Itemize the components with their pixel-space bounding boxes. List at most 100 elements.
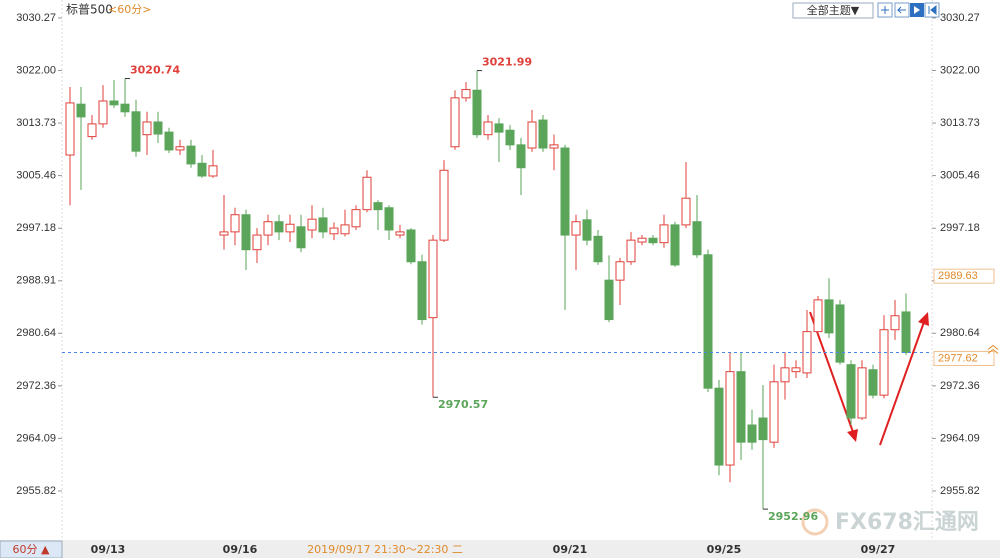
candle-body [329,227,339,235]
watermark: FX678汇通网 [801,508,979,536]
last-price-label: 2977.62 [938,352,978,364]
candle-body [846,364,856,419]
candle-body [901,311,911,353]
candle-body [307,218,317,231]
icon [914,6,920,14]
candle-body [472,89,482,136]
candle-body [637,237,647,243]
candle-body [263,221,273,236]
candle-body [296,226,306,249]
arrow-up [879,321,925,446]
candle-body [813,299,823,333]
y-tick-label: 2972.36 [16,380,56,392]
candle-body [857,367,867,419]
candle-body [670,224,680,266]
candle-body [340,224,350,235]
x-tick-label: 09/21 [553,543,588,556]
candle-body [318,217,328,233]
candle-body [230,214,240,233]
period-button-label[interactable]: 60分 ▲ [13,543,50,556]
last-price-box [933,350,995,366]
y2-tick-label: 3022.00 [940,64,980,76]
candle-body [417,261,427,321]
candle-body [219,231,229,236]
icon [896,6,906,14]
y-tick-label: 2955.82 [16,485,56,497]
candle-body [769,381,779,443]
candle-body [208,165,218,177]
candle-body [516,144,526,169]
candle-body [439,169,449,241]
x-axis-bar [0,540,1000,558]
candle-body [461,89,471,99]
y-tick-label: 3030.27 [16,12,56,24]
candle-body [604,279,614,321]
crosshair-price-label: 2989.63 [938,270,978,282]
candle-body [725,371,735,466]
candle-body [538,119,548,149]
candle-body [593,235,603,263]
extreme-label: 3020.74 [130,64,180,77]
icon [881,6,889,14]
candle-body [428,239,438,319]
y2-tick-label: 2997.18 [940,222,980,234]
candle-body [362,176,372,211]
candle-body [703,254,713,389]
y-tick-label: 2988.91 [16,275,56,287]
candle-body [131,111,141,152]
candle-body [164,131,174,151]
y2-tick-label: 3013.73 [940,117,980,129]
crosshair-label: 2019/09/17 21:30～22:30 二 [307,543,463,556]
candle-body [692,221,702,256]
candle-body [274,221,284,233]
candle-body [560,147,570,236]
watermark-text: FX678汇通网 [835,510,979,535]
title: 标普500 [66,3,113,17]
y-tick-label: 2964.09 [16,432,56,444]
x-tick-label: 09/13 [91,543,126,556]
x-tick-label: 09/27 [861,543,896,556]
y-tick-label: 2997.18 [16,222,56,234]
candle-body [186,145,196,165]
candle-body [351,209,361,228]
candle-body [780,367,790,383]
candle-body [505,129,515,146]
candle-body [868,369,878,396]
y2-tick-label: 3005.46 [940,170,980,182]
x-tick-label: 09/25 [707,543,742,556]
icon [928,4,937,16]
candle-body [626,239,636,263]
candle-body [615,261,625,281]
last-price-arrow [987,344,999,354]
candle-body [373,202,383,211]
candle-body [285,223,295,233]
candle-body [406,229,416,263]
candle-body [98,100,108,125]
theme-button[interactable] [792,2,874,19]
y2-tick-label: 2964.09 [940,432,980,444]
extreme-label: 2970.57 [438,398,488,411]
candle-body [736,371,746,443]
y-tick-label: 2980.64 [16,327,56,339]
candle-body [175,146,185,151]
candle-body [252,234,262,251]
toolbar-icons [877,2,940,18]
candle-body [197,162,207,177]
candle-body [153,121,163,135]
candle-body [571,221,581,236]
candle-body [648,237,658,244]
candle-body [582,219,592,241]
candle-body [714,387,724,466]
candle-body [549,144,559,149]
y-tick-label: 3005.46 [16,170,56,182]
theme-button-label[interactable]: 全部主题▼ [807,3,860,17]
period-button[interactable] [0,540,63,558]
subtitle: <60分> [108,3,151,16]
y-tick-label: 3013.73 [16,117,56,129]
candle-body [120,103,130,113]
candle-body [450,97,460,148]
candle-body [142,121,152,136]
y2-tick-label: 3030.27 [940,12,980,24]
